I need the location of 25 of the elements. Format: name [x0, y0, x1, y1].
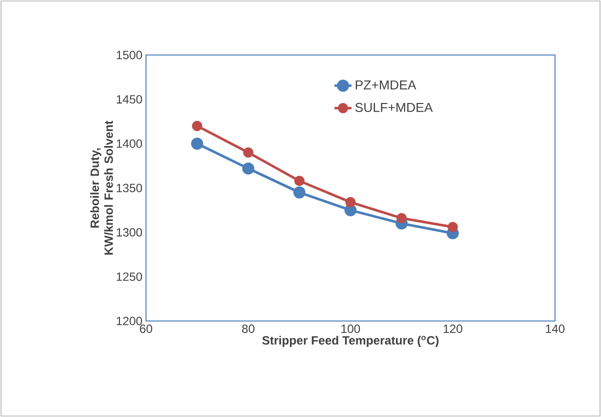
point [242, 162, 254, 175]
point [396, 212, 407, 224]
legend-label: SULF+MDEA [355, 102, 433, 112]
y-tick-label: 1200 [116, 316, 142, 326]
point [192, 120, 202, 132]
y-tick-label: 1400 [116, 139, 142, 148]
x-tick-label: 140 [546, 324, 565, 333]
y-tick-label: 1450 [116, 95, 142, 104]
x-tick-label: 120 [444, 324, 462, 333]
legend-label: PZ+MDEA [356, 80, 416, 90]
point [294, 176, 305, 186]
y-tick-label: 1350 [116, 184, 142, 192]
point [243, 147, 254, 158]
x-tick-label: 60 [140, 324, 152, 333]
point [293, 186, 306, 198]
x-tick-label: 100 [341, 324, 360, 333]
x-axis-title: Stripper Feed Temperature ($^{o}$C) [262, 336, 439, 347]
x-tick-label: 80 [242, 324, 254, 333]
point [345, 197, 356, 208]
y-tick-label: 1500 [116, 50, 142, 60]
y-axis-title: Reboiler Duty, KW/kmol Fresh Solvent [90, 120, 114, 255]
point [191, 138, 204, 150]
point [448, 222, 458, 232]
y-tick-label: 1250 [116, 272, 142, 281]
y-tick-label: 1300 [116, 228, 142, 237]
